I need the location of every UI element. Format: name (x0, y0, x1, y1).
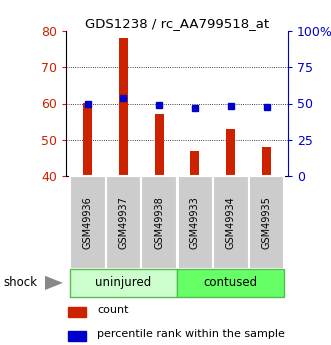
Bar (226, 129, 235, 176)
Bar (191, 150, 200, 176)
Bar (141, 176, 177, 269)
Polygon shape (45, 276, 63, 290)
Bar (177, 269, 284, 297)
Bar (69, 332, 86, 341)
Text: GSM49933: GSM49933 (190, 196, 200, 249)
Bar (83, 104, 92, 176)
Text: percentile rank within the sample: percentile rank within the sample (97, 329, 285, 339)
Title: GDS1238 / rc_AA799518_at: GDS1238 / rc_AA799518_at (85, 17, 269, 30)
Text: count: count (97, 305, 129, 315)
Text: GSM49937: GSM49937 (118, 196, 128, 249)
Text: contused: contused (204, 276, 258, 289)
Bar (69, 307, 86, 317)
Bar (119, 38, 128, 176)
Text: shock: shock (3, 276, 37, 289)
Bar (249, 176, 284, 269)
Bar (70, 269, 177, 297)
Bar (177, 176, 213, 269)
Text: GSM49934: GSM49934 (226, 196, 236, 249)
Text: uninjured: uninjured (95, 276, 152, 289)
Text: GSM49936: GSM49936 (83, 196, 93, 249)
Bar (106, 176, 141, 269)
Bar (213, 176, 249, 269)
Text: GSM49938: GSM49938 (154, 196, 164, 249)
Bar (70, 176, 106, 269)
Bar (155, 114, 164, 176)
Bar (262, 147, 271, 176)
Text: GSM49935: GSM49935 (261, 196, 271, 249)
